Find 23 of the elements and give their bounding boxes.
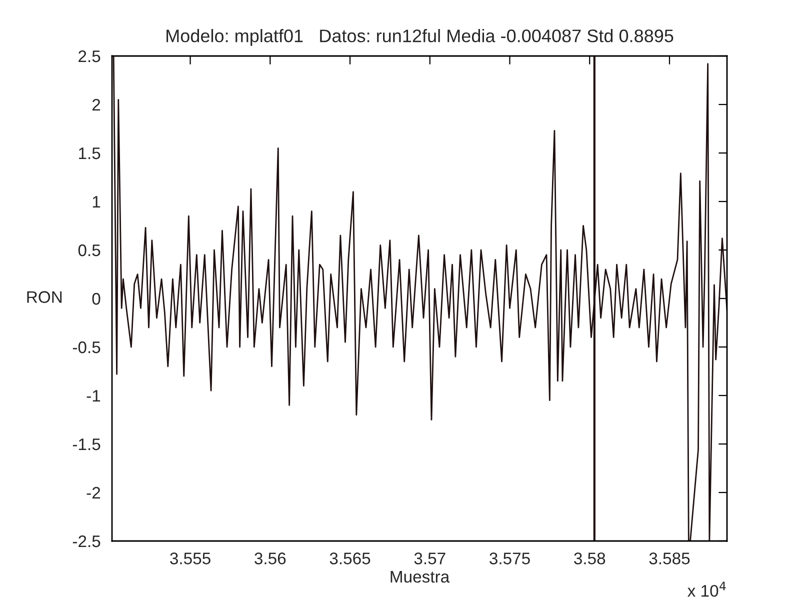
y-tick-label: 1.5 — [78, 148, 100, 160]
line-series — [112, 56, 727, 541]
x-tick-label: 3.56 — [254, 552, 286, 564]
y-tick-label: 0.5 — [78, 244, 100, 256]
y-tick-label: 1 — [92, 196, 100, 208]
y-axis-title: RON — [27, 291, 62, 303]
y-tick-label: -2.5 — [72, 535, 100, 548]
y-tick-label: -1.5 — [72, 438, 100, 450]
y-tick-label: -0.5 — [72, 341, 100, 354]
x-tick-label: 3.555 — [170, 552, 210, 564]
y-tick-label: 2.5 — [78, 50, 100, 62]
y-tick-label: -2 — [86, 486, 100, 499]
text: x 10$^{4}$ — [688, 582, 726, 597]
x-tick-label: 3.575 — [490, 552, 530, 564]
y-tick-label: -1 — [86, 390, 100, 402]
y-tick-label: 0 — [92, 292, 100, 305]
x-tick-label: 3.57 — [414, 552, 446, 564]
x-axis-title: Muestra — [390, 571, 450, 583]
y-tick-label: 2 — [92, 98, 100, 111]
x-tick-label: 3.585 — [649, 552, 690, 564]
x-tick-label: 3.565 — [330, 552, 370, 564]
chart-title: Modelo: mplatf01 Datos: run12ful Media -0.004087 Std 0.8895 — [166, 29, 674, 46]
x-tick-label: 3.58 — [574, 552, 606, 564]
